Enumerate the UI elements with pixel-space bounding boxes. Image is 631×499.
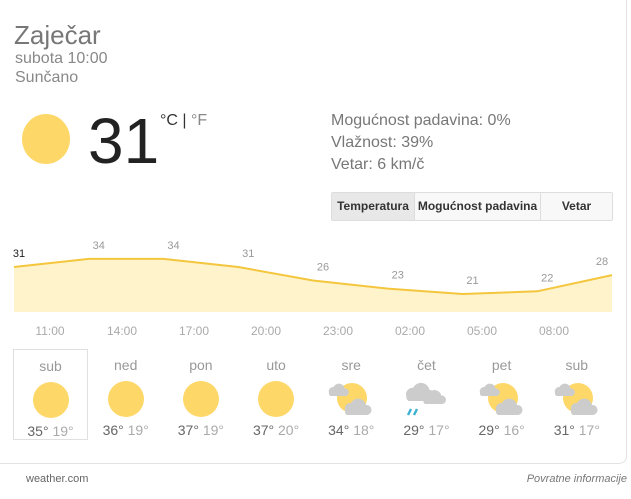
day-name: pet xyxy=(491,357,512,373)
high-temp: 34° xyxy=(328,422,350,438)
x-tick-label: 11:00 xyxy=(35,324,64,338)
low-temp: 16° xyxy=(503,422,525,438)
high-temp: 37° xyxy=(252,422,275,438)
day-temps: 37° 20° xyxy=(239,422,314,438)
sun-icon xyxy=(182,381,219,417)
data-label: 31 xyxy=(242,248,254,260)
x-tick-label: 20:00 xyxy=(251,324,281,338)
rain-icon xyxy=(406,382,447,416)
tab-temperature[interactable]: Temperatura xyxy=(332,193,414,220)
high-temp: 31° xyxy=(553,422,575,438)
day-item[interactable]: sub 31° 17° xyxy=(539,349,614,440)
weather-icon xyxy=(14,380,87,420)
weather-icon xyxy=(314,379,389,419)
data-label: 26 xyxy=(317,262,329,274)
location-title: Zaječar xyxy=(14,20,101,50)
partly-cloudy-icon xyxy=(479,383,523,415)
weather-icon xyxy=(163,379,238,419)
sun-icon xyxy=(22,114,70,164)
high-temp: 29° xyxy=(478,422,500,438)
day-item[interactable]: pet 29° 16° xyxy=(464,349,539,440)
x-tick-label: 23:00 xyxy=(323,324,353,338)
day-name: uto xyxy=(266,357,286,373)
day-temps: 29° 17° xyxy=(389,422,464,438)
day-temps: 37° 19° xyxy=(163,422,238,438)
tab-wind[interactable]: Vetar xyxy=(540,193,612,220)
data-label: 34 xyxy=(167,240,179,252)
day-name: sub xyxy=(39,358,62,374)
data-label: 22 xyxy=(541,272,553,284)
precipitation-stat: Mogućnost padavina: 0% xyxy=(331,112,511,129)
x-tick-label: 17:00 xyxy=(179,324,209,338)
celsius-button[interactable]: °C xyxy=(160,112,178,129)
hourly-temperature-chart: 31 34 34 31 26 23 21 22 28 11:00 14:00 17:00 20:00 23… xyxy=(13,240,613,338)
wind-stat: Vetar: 6 km/č xyxy=(331,156,425,173)
data-label: 21 xyxy=(466,275,478,287)
partly-cloudy-icon xyxy=(328,383,372,415)
high-temp: 37° xyxy=(177,422,199,438)
low-temp: 19° xyxy=(52,423,74,439)
low-temp: 19° xyxy=(202,422,224,438)
day-temps: 36° 19° xyxy=(88,422,163,438)
day-temps: 29° 16° xyxy=(464,422,539,438)
day-name: sre xyxy=(341,357,361,373)
stats: Mogućnost padavina: 0% Vlažnost: 39% Vet… xyxy=(331,110,511,176)
day-item[interactable]: uto 37° 20° xyxy=(239,349,314,440)
high-temp: 29° xyxy=(403,422,425,438)
day-item[interactable]: sre 34° 18° xyxy=(314,349,389,440)
low-temp: 17° xyxy=(578,422,600,438)
high-temp: 36° xyxy=(102,422,124,438)
day-name: pon xyxy=(189,357,213,373)
day-item[interactable]: pon 37° 19° xyxy=(163,349,238,440)
day-temps: 35° 19° xyxy=(14,423,87,439)
high-temp: 35° xyxy=(27,423,49,439)
sun-icon xyxy=(258,381,295,417)
data-label: 23 xyxy=(392,270,404,282)
day-temps: 31° 17° xyxy=(539,422,614,438)
x-tick-label: 05:00 xyxy=(467,324,497,338)
day-item[interactable]: ned 36° 19° xyxy=(88,349,163,440)
chart-line xyxy=(13,257,613,296)
low-temp: 20° xyxy=(278,422,300,438)
humidity-stat: Vlažnost: 39% xyxy=(331,134,434,151)
low-temp: 18° xyxy=(353,422,375,438)
x-tick-label: 08:00 xyxy=(539,324,569,338)
low-temp: 17° xyxy=(428,422,450,438)
chart-area xyxy=(14,258,612,312)
day-temps: 34° 18° xyxy=(314,422,389,438)
current-temperature: 31 xyxy=(88,105,160,177)
x-tick-label: 14:00 xyxy=(107,324,137,338)
tab-precipitation[interactable]: Mogućnost padavina xyxy=(414,193,540,220)
day-item[interactable]: čet 29° 17° xyxy=(389,349,464,440)
feedback-link[interactable]: Povratne informacije xyxy=(526,473,627,485)
low-temp: 19° xyxy=(127,422,149,438)
weather-icon xyxy=(239,379,314,419)
unit-toggle: °C | °F xyxy=(160,112,207,130)
weather-icon xyxy=(464,379,539,419)
chart-tabs: Temperatura Mogućnost padavina Vetar xyxy=(331,192,613,221)
data-label: 31 xyxy=(13,248,25,260)
partly-cloudy-icon xyxy=(554,383,598,415)
data-label: 34 xyxy=(93,240,105,252)
day-name: ned xyxy=(114,357,138,373)
weather-icon xyxy=(88,379,163,419)
x-tick-label: 02:00 xyxy=(395,324,425,338)
source-link[interactable]: weather.com xyxy=(26,473,89,485)
day-name: sub xyxy=(565,357,589,373)
weather-icon xyxy=(539,379,614,419)
day-item[interactable]: sub 35° 19° xyxy=(13,349,88,440)
sun-icon xyxy=(107,381,144,417)
weather-card xyxy=(0,0,627,464)
unit-separator: | xyxy=(177,112,191,129)
daily-forecast: sub 35° 19° ned 36° 19° pon 37° 19° uto 37°… xyxy=(13,349,615,440)
weather-icon xyxy=(389,379,464,419)
fahrenheit-button[interactable]: °F xyxy=(191,112,208,129)
sun-icon xyxy=(32,382,69,418)
data-label: 28 xyxy=(596,256,608,268)
day-name: čet xyxy=(417,357,436,373)
datetime: subota 10:00 xyxy=(15,50,108,67)
condition: Sunčano xyxy=(15,69,79,86)
